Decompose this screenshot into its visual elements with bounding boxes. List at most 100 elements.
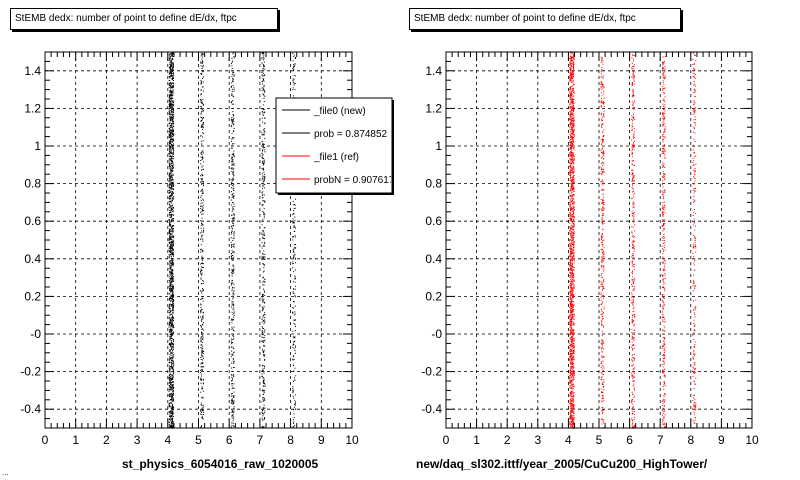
data-point (569, 296, 571, 298)
data-point (570, 172, 572, 174)
data-point (171, 53, 173, 55)
data-point (262, 181, 264, 183)
data-point (201, 351, 203, 352)
data-point (573, 279, 575, 281)
data-point (233, 120, 235, 122)
data-point (200, 62, 202, 64)
data-point (571, 300, 573, 302)
data-point (572, 297, 574, 299)
data-point (170, 284, 171, 286)
data-point (232, 414, 234, 416)
data-point (262, 381, 264, 383)
data-point (262, 167, 264, 169)
data-point (572, 173, 574, 174)
data-point (172, 194, 174, 196)
data-point (573, 370, 575, 372)
data-point (573, 332, 574, 334)
data-point (569, 80, 571, 82)
data-point (172, 273, 174, 275)
data-point (570, 394, 572, 396)
data-point (201, 255, 203, 257)
data-point (169, 96, 171, 98)
data-point (168, 250, 170, 252)
data-point (203, 289, 204, 291)
data-point (232, 71, 234, 73)
data-point (573, 411, 575, 413)
data-point (231, 255, 233, 256)
data-point (571, 80, 573, 82)
data-point (573, 372, 575, 374)
data-point (169, 176, 171, 177)
data-point (262, 277, 264, 279)
data-point (264, 301, 266, 303)
data-point (292, 291, 294, 293)
data-point (573, 171, 575, 173)
data-point (230, 374, 232, 376)
data-point (168, 276, 170, 278)
data-point (262, 83, 263, 85)
data-point (569, 210, 571, 212)
data-point (571, 73, 572, 75)
data-point (172, 375, 174, 377)
data-point (292, 214, 294, 216)
data-point (173, 280, 175, 282)
data-point (295, 262, 296, 264)
data-point (200, 298, 202, 300)
data-point (293, 79, 295, 81)
data-point (170, 195, 171, 196)
data-point (202, 204, 204, 206)
data-point (572, 186, 574, 188)
data-point (233, 167, 235, 169)
data-point (569, 404, 571, 406)
data-point (171, 63, 173, 64)
data-point (168, 104, 170, 106)
data-point (170, 266, 172, 268)
data-point (293, 301, 295, 303)
data-point (292, 60, 294, 62)
data-point (572, 155, 574, 157)
data-point (169, 116, 171, 118)
data-point (200, 112, 202, 114)
data-point (261, 157, 263, 158)
data-point (294, 330, 296, 332)
data-point (572, 226, 574, 228)
data-point (569, 95, 571, 97)
data-point (200, 98, 202, 100)
data-point (569, 137, 571, 139)
data-point (571, 305, 573, 307)
data-point (570, 65, 572, 67)
data-point (571, 138, 573, 140)
data-point (201, 143, 202, 145)
data-point (572, 118, 574, 119)
data-point (569, 74, 571, 76)
data-point (601, 345, 603, 347)
data-point (172, 274, 174, 276)
data-point (571, 327, 572, 329)
data-point (569, 255, 571, 257)
data-point (172, 119, 174, 120)
x-tick-label: 2 (103, 433, 110, 447)
data-point (571, 126, 573, 128)
data-point (172, 138, 174, 140)
data-point (570, 131, 571, 133)
data-point (570, 246, 572, 248)
data-point (170, 157, 172, 159)
data-point (169, 172, 171, 174)
data-point (295, 352, 296, 354)
data-point (201, 333, 203, 335)
data-point (573, 318, 575, 320)
data-point (573, 384, 575, 386)
data-point (570, 73, 572, 75)
data-point (261, 141, 263, 143)
data-point (571, 76, 573, 78)
data-point (572, 305, 574, 307)
data-point (570, 73, 572, 75)
data-point (570, 310, 572, 312)
data-point (170, 357, 172, 359)
data-point (168, 285, 170, 287)
data-point (571, 406, 573, 408)
data-point (172, 230, 174, 232)
data-point (172, 339, 174, 341)
data-point (231, 338, 232, 340)
data-point (172, 381, 174, 383)
